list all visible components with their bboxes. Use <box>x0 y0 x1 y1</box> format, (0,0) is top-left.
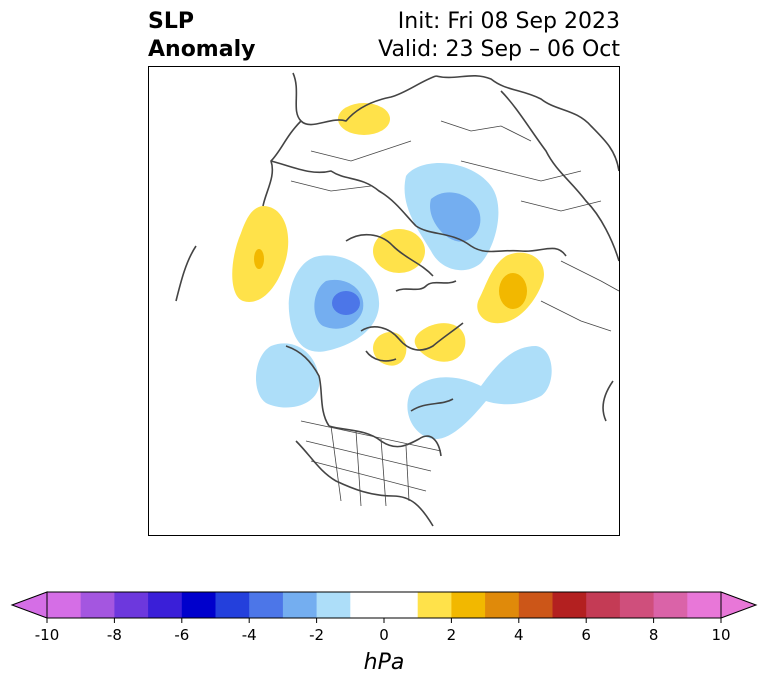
colorbar-tick-label: 6 <box>581 626 591 644</box>
positive-anomaly-canada <box>373 332 407 366</box>
positive-anomaly-europe-west-core <box>254 249 264 269</box>
negative-anomaly-atlantic-tail <box>255 343 320 408</box>
colorbar-cell <box>80 592 115 618</box>
valid-range: Valid: 23 Sep – 06 Oct <box>378 37 620 62</box>
colorbar-cell <box>316 592 351 618</box>
colorbar-tick-label: -6 <box>174 626 189 644</box>
positive-anomaly-alaska <box>414 323 466 362</box>
colorbar-cell <box>619 592 655 618</box>
colorbar-tick-label: 2 <box>447 626 457 644</box>
colorbar-tick-label: 10 <box>711 626 730 644</box>
colorbar-cell <box>181 592 216 618</box>
init-date: Init: Fri 08 Sep 2023 <box>397 9 620 34</box>
colorbar-tick-label: 0 <box>379 626 389 644</box>
colorbar-cell <box>451 592 486 618</box>
positive-anomaly-scandinavia <box>338 103 390 135</box>
colorbar-cell <box>687 592 722 618</box>
colorbar-unit-label: hPa <box>363 650 405 675</box>
colorbar-cell <box>249 592 284 618</box>
slp-anomaly-map <box>175 72 619 527</box>
colorbar-cell <box>586 592 621 618</box>
negative-anomaly-siberia-core <box>430 192 481 242</box>
colorbar-tick-label: -8 <box>107 626 122 644</box>
colorbar-tick-label: -2 <box>309 626 324 644</box>
colorbar-cell <box>148 592 183 618</box>
colorbar-cell <box>215 592 250 618</box>
colorbar-tick-label: 8 <box>649 626 659 644</box>
colorbar-ticks: -10 -8 -6 -4 -2 0 2 4 6 8 10 <box>35 618 731 644</box>
colorbar-cell <box>653 592 688 618</box>
political-borders <box>290 120 619 507</box>
colorbar-cell <box>114 592 149 618</box>
colorbar-cell <box>417 592 452 618</box>
colorbar-low-extension <box>10 591 48 619</box>
map-title: SLP Anomaly <box>148 8 255 64</box>
title-line-2: Anomaly <box>148 37 256 62</box>
anomaly-fields <box>232 103 552 440</box>
title-line-1: SLP <box>148 9 194 34</box>
colorbar-tick-label: 4 <box>514 626 524 644</box>
map-panel <box>148 66 620 536</box>
init-valid-info: Init: Fri 08 Sep 2023 Valid: 23 Sep – 06… <box>378 8 620 64</box>
negative-anomaly-north-atlantic-core <box>332 291 360 315</box>
colorbar-cell <box>384 592 419 618</box>
colorbar-cell <box>282 592 318 618</box>
colorbar-cells <box>47 592 722 618</box>
colorbar: -10 -8 -6 -4 -2 0 2 4 6 8 10 <box>10 591 758 644</box>
colorbar-cell <box>552 592 587 618</box>
coastlines <box>175 72 619 527</box>
colorbar-cell <box>485 592 520 618</box>
positive-anomaly-east-siberia-core <box>499 273 527 309</box>
colorbar-tick-label: -10 <box>35 626 60 644</box>
colorbar-cell <box>350 592 385 618</box>
colorbar-high-extension <box>720 591 758 619</box>
colorbar-cell <box>47 592 82 618</box>
colorbar-cell <box>518 592 553 618</box>
negative-anomaly-north-pacific <box>407 346 552 440</box>
colorbar-tick-label: -4 <box>242 626 257 644</box>
